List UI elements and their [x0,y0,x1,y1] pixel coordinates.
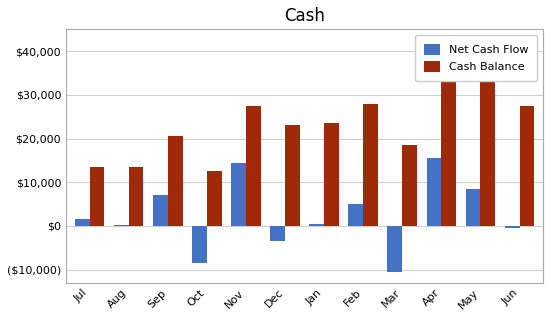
Title: Cash: Cash [284,7,325,25]
Bar [402,145,417,226]
Bar [114,225,129,226]
Bar [505,226,520,228]
Bar [246,106,261,226]
Bar [481,42,496,226]
Bar [324,123,339,226]
Bar [207,171,222,226]
Bar [387,226,402,272]
Bar [90,167,104,226]
Bar [168,136,183,226]
Legend: Net Cash Flow, Cash Balance: Net Cash Flow, Cash Balance [415,35,537,81]
Bar [363,104,378,226]
Bar [520,106,535,226]
Bar [153,195,168,226]
Bar [129,167,144,226]
Bar [285,125,300,226]
Bar [348,204,363,226]
Bar [270,226,285,241]
Bar [192,226,207,263]
Bar [466,189,481,226]
Bar [75,219,90,226]
Bar [231,162,246,226]
Bar [427,158,442,226]
Bar [442,82,456,226]
Bar [309,224,324,226]
